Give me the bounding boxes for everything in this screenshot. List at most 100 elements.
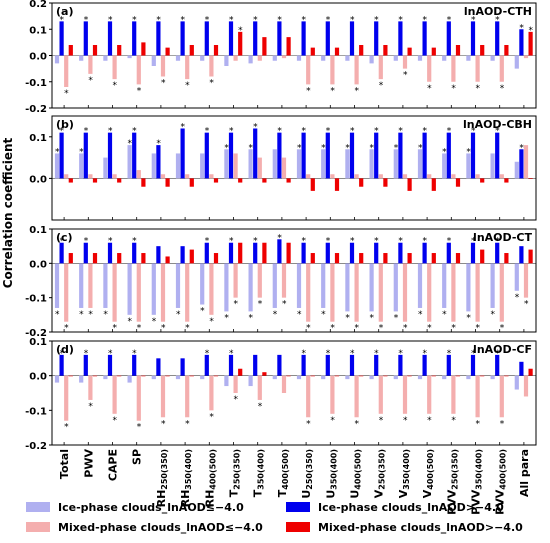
bar (107, 132, 113, 179)
bar (286, 242, 291, 264)
bar (519, 361, 524, 376)
significance-star: * (181, 122, 186, 132)
bar (296, 263, 302, 308)
bar (330, 174, 335, 179)
significance-star: * (55, 147, 60, 157)
bar (83, 132, 88, 179)
bar (136, 263, 141, 322)
y-tick-label: 0.0 (29, 372, 47, 383)
bar (262, 242, 267, 264)
panel-title: lnAOD-CF (473, 343, 532, 356)
bar (127, 263, 132, 315)
bar (306, 55, 311, 85)
bar (224, 263, 229, 312)
panel-b: * ** * * * * * * * * * ** * * *** * * * * * * * * * * * * **0.00.1(… (29, 115, 537, 221)
bar (257, 263, 262, 298)
significance-star: * (370, 143, 375, 153)
bar (442, 263, 447, 308)
significance-star: * (234, 300, 239, 310)
bar (451, 174, 456, 179)
bar (528, 249, 533, 264)
bar (495, 354, 500, 376)
significance-star: * (273, 310, 278, 320)
bar (136, 55, 141, 85)
bar (83, 354, 88, 376)
bar (253, 354, 258, 376)
significance-star: * (500, 84, 505, 94)
significance-star: * (297, 310, 302, 320)
bar (321, 375, 326, 380)
y-tick-label: 0.0 (29, 52, 47, 63)
significance-star: * (128, 139, 133, 149)
bar (446, 21, 451, 56)
bar (213, 253, 219, 264)
bar (68, 45, 73, 56)
significance-star: * (374, 15, 379, 25)
bar (228, 354, 234, 376)
bar (417, 263, 423, 308)
bar (92, 253, 98, 264)
panel-d: * * * * * * * * * * * * * * * * * * * * * * * * * * * * * * * * * -0.2 -0.… (25, 337, 537, 452)
bar (378, 263, 383, 322)
bar (321, 149, 326, 179)
significance-star: * (350, 127, 355, 137)
significance-star: * (88, 402, 93, 412)
x-tick-label: RH250(350) (155, 449, 169, 507)
bar (470, 21, 476, 56)
bar (451, 55, 456, 82)
bar (393, 149, 398, 179)
panel-label: (c) (56, 231, 73, 244)
bar (127, 375, 132, 383)
bar (54, 153, 60, 179)
panel-frame (51, 115, 537, 221)
bar (277, 132, 282, 179)
significance-star: * (403, 324, 408, 334)
significance-star: * (379, 324, 384, 334)
bar (495, 242, 500, 264)
bar (248, 263, 253, 312)
bar (334, 253, 340, 264)
bar (296, 149, 302, 179)
bar (92, 375, 98, 377)
bar (407, 253, 412, 264)
significance-star: * (282, 300, 287, 310)
legend-swatch (286, 522, 310, 532)
significance-star: * (156, 15, 161, 25)
bar (88, 55, 93, 74)
bar (455, 45, 461, 56)
bar (431, 47, 436, 56)
significance-star: * (229, 127, 234, 137)
bar (103, 263, 108, 308)
x-tick-label: SP (131, 449, 144, 465)
bar (180, 358, 185, 376)
significance-star: * (161, 79, 166, 89)
significance-star: * (326, 127, 331, 137)
bar (185, 263, 190, 322)
significance-star: * (128, 317, 133, 327)
significance-star: * (108, 237, 113, 247)
significance-star: * (277, 233, 282, 243)
x-tick-label: CAPE (107, 449, 120, 481)
bar (354, 375, 359, 418)
bar (466, 55, 471, 61)
significance-star: * (374, 349, 379, 359)
bar (345, 149, 350, 179)
bar (160, 174, 166, 179)
bar (233, 153, 238, 179)
bar (383, 178, 388, 187)
bar (296, 55, 302, 61)
significance-star: * (423, 349, 428, 359)
bar (160, 375, 166, 418)
bar (88, 263, 93, 308)
significance-star: * (60, 127, 65, 137)
significance-star: * (176, 310, 181, 320)
significance-star: * (524, 300, 529, 310)
bar (59, 132, 64, 179)
bar (310, 178, 315, 191)
bar (402, 375, 408, 414)
bar (204, 21, 209, 56)
bar (306, 174, 311, 179)
bar (156, 145, 161, 179)
significance-star: * (451, 84, 456, 94)
bar (374, 354, 379, 376)
